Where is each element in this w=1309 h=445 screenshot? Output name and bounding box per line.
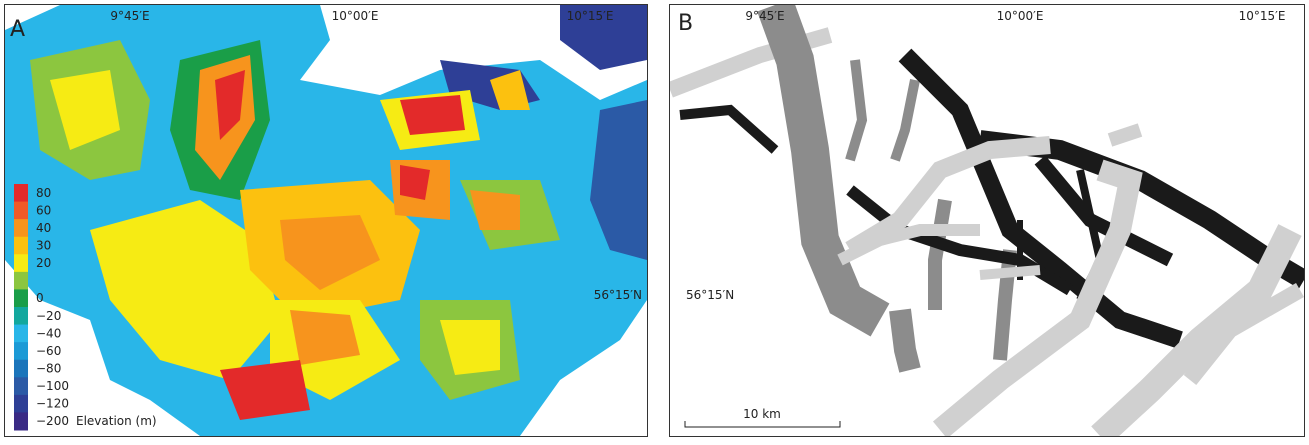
lon-label: 10°00′E — [997, 9, 1044, 23]
legend-label: 60 — [36, 203, 51, 217]
legend-swatch — [14, 307, 28, 326]
lon-label: 9°45′E — [745, 9, 784, 23]
legend-swatch — [14, 201, 28, 220]
legend-label: 80 — [36, 186, 51, 200]
legend-swatch — [14, 184, 28, 203]
legend-title: Elevation (m) — [76, 414, 157, 428]
legend-swatch — [14, 377, 28, 396]
legend-swatch — [14, 412, 28, 431]
legend-label: −80 — [36, 362, 61, 376]
lat-label: 56°15′N — [594, 288, 642, 302]
panel-label: A — [10, 17, 25, 42]
legend-swatch — [14, 342, 28, 361]
legend-swatch — [14, 359, 28, 378]
structure-map — [670, 5, 1304, 436]
legend-swatch — [14, 289, 28, 308]
legend-label: 40 — [36, 221, 51, 235]
lat-label: 56°15′N — [686, 288, 734, 302]
legend-label: −120 — [36, 397, 69, 411]
scale-label: 10 km — [743, 407, 781, 421]
legend-label: −200 — [36, 414, 69, 428]
legend-label: 30 — [36, 239, 51, 253]
panel-label: B — [678, 11, 693, 36]
legend: 80 60 40 30 20 0 −20 −40 −60 −80 −100 −120 −200 Eleva… — [14, 184, 157, 431]
legend-swatch — [14, 394, 28, 413]
elevation-map — [5, 5, 647, 436]
legend-label: −60 — [36, 344, 61, 358]
legend-swatch — [14, 219, 28, 238]
lon-label: 9°45′E — [110, 9, 149, 23]
legend-swatch — [14, 254, 28, 273]
scale-bar — [684, 421, 841, 428]
legend-label: −20 — [36, 309, 61, 323]
lon-label: 10°00′E — [332, 9, 379, 23]
legend-label: −40 — [36, 326, 61, 340]
lon-label: 10°15′E — [567, 9, 614, 23]
legend-label: −100 — [36, 379, 69, 393]
legend-swatch — [14, 324, 28, 343]
lon-label: 10°15′E — [1239, 9, 1286, 23]
legend-label: 20 — [36, 256, 51, 270]
panel-frame — [4, 4, 648, 437]
panel-frame — [669, 4, 1305, 437]
legend-label: 0 — [36, 291, 44, 305]
legend-swatch — [14, 271, 28, 290]
legend-swatch — [14, 236, 28, 255]
